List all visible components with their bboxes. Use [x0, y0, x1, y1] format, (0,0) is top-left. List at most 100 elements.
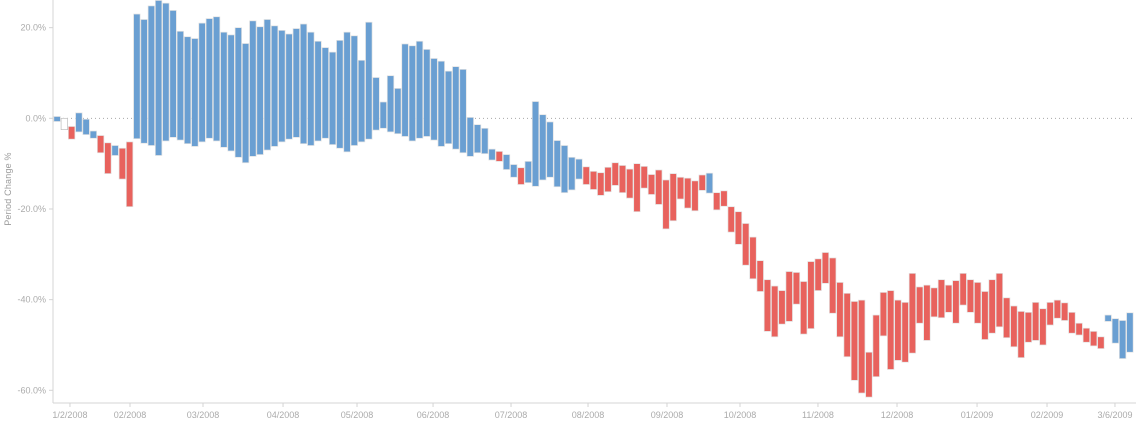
range-bar[interactable]: [618, 165, 627, 194]
range-bar[interactable]: [742, 223, 750, 266]
range-bar[interactable]: [821, 252, 830, 284]
range-bar[interactable]: [1010, 305, 1018, 348]
range-bar[interactable]: [531, 101, 540, 187]
range-bar[interactable]: [1126, 312, 1134, 353]
range-bar[interactable]: [198, 22, 206, 143]
range-bar[interactable]: [829, 257, 837, 314]
range-bar[interactable]: [89, 130, 97, 139]
range-bar[interactable]: [713, 192, 721, 211]
range-bar[interactable]: [140, 19, 148, 144]
range-bar[interactable]: [756, 260, 764, 292]
range-bar[interactable]: [292, 28, 300, 138]
range-bar[interactable]: [118, 147, 126, 180]
range-bar[interactable]: [662, 179, 670, 230]
range-bar[interactable]: [386, 75, 395, 133]
range-bar[interactable]: [350, 35, 358, 146]
range-bar[interactable]: [589, 171, 598, 190]
range-bar[interactable]: [901, 302, 909, 363]
range-bar[interactable]: [147, 5, 155, 146]
range-bar[interactable]: [633, 163, 641, 213]
range-bar[interactable]: [307, 31, 315, 146]
range-bar[interactable]: [104, 142, 112, 174]
range-bar[interactable]: [546, 121, 554, 178]
range-bar[interactable]: [647, 174, 656, 195]
range-bar[interactable]: [887, 290, 895, 370]
range-bar[interactable]: [299, 23, 308, 145]
range-bar[interactable]: [437, 60, 445, 147]
range-bar[interactable]: [539, 114, 547, 181]
range-bar[interactable]: [176, 30, 184, 141]
range-bar[interactable]: [423, 49, 431, 137]
range-bar[interactable]: [314, 40, 322, 142]
range-bar[interactable]: [524, 161, 532, 184]
range-bar[interactable]: [923, 284, 931, 341]
range-bar[interactable]: [379, 101, 387, 129]
range-bar[interactable]: [372, 77, 380, 131]
range-bar[interactable]: [858, 299, 866, 394]
range-bar[interactable]: [111, 145, 119, 156]
range-bar[interactable]: [879, 292, 888, 337]
range-bar[interactable]: [705, 172, 714, 194]
range-bar[interactable]: [604, 166, 612, 193]
range-bar[interactable]: [669, 173, 677, 222]
range-bar[interactable]: [1097, 336, 1105, 349]
range-bar[interactable]: [734, 211, 743, 245]
range-bar[interactable]: [67, 126, 76, 140]
range-bar[interactable]: [1003, 297, 1011, 339]
range-bar[interactable]: [75, 112, 83, 133]
range-bar[interactable]: [133, 13, 141, 140]
range-bar[interactable]: [952, 280, 960, 324]
range-bar[interactable]: [154, 0, 163, 156]
range-bar[interactable]: [481, 127, 489, 155]
range-bar[interactable]: [459, 69, 467, 154]
range-bar[interactable]: [930, 287, 938, 318]
range-bar[interactable]: [1068, 311, 1076, 334]
range-bar[interactable]: [771, 285, 779, 338]
range-bar[interactable]: [995, 273, 1004, 328]
range-bar[interactable]: [727, 206, 735, 233]
range-bar[interactable]: [60, 117, 68, 130]
range-bar[interactable]: [836, 282, 844, 338]
range-bar[interactable]: [53, 116, 61, 122]
range-bar[interactable]: [488, 148, 496, 161]
range-bar[interactable]: [394, 88, 402, 135]
range-bar[interactable]: [988, 279, 996, 334]
range-bar[interactable]: [865, 351, 873, 398]
range-bar[interactable]: [256, 26, 264, 155]
range-bar[interactable]: [430, 58, 438, 141]
range-bar[interactable]: [626, 168, 634, 199]
range-bar[interactable]: [568, 156, 576, 191]
range-bar[interactable]: [894, 299, 902, 361]
range-bar[interactable]: [966, 279, 975, 313]
range-bar[interactable]: [321, 47, 329, 139]
range-bar[interactable]: [1017, 311, 1025, 359]
range-bar[interactable]: [1111, 318, 1120, 344]
range-bar[interactable]: [263, 19, 271, 151]
range-bar[interactable]: [191, 38, 199, 147]
range-bar[interactable]: [974, 282, 982, 324]
range-bar[interactable]: [270, 25, 279, 147]
range-bar[interactable]: [872, 314, 880, 378]
range-bar[interactable]: [220, 31, 228, 148]
range-bar[interactable]: [749, 236, 757, 280]
range-bar[interactable]: [814, 258, 822, 291]
range-bar[interactable]: [1090, 331, 1098, 347]
range-bar[interactable]: [336, 39, 344, 149]
range-bar[interactable]: [553, 140, 561, 188]
range-bar[interactable]: [401, 43, 409, 137]
range-bar[interactable]: [916, 286, 924, 324]
range-bar[interactable]: [82, 118, 90, 135]
range-bar[interactable]: [676, 176, 685, 200]
range-bar[interactable]: [473, 124, 482, 154]
range-bar[interactable]: [241, 43, 250, 164]
range-bar[interactable]: [517, 167, 525, 185]
range-bar[interactable]: [778, 290, 786, 325]
range-bar[interactable]: [169, 10, 177, 138]
range-bar[interactable]: [959, 273, 967, 306]
range-bar[interactable]: [981, 291, 989, 340]
range-bar[interactable]: [343, 31, 351, 153]
range-bar[interactable]: [937, 279, 946, 319]
range-bar[interactable]: [850, 301, 859, 381]
range-bar[interactable]: [285, 33, 293, 140]
range-bar[interactable]: [357, 59, 366, 143]
